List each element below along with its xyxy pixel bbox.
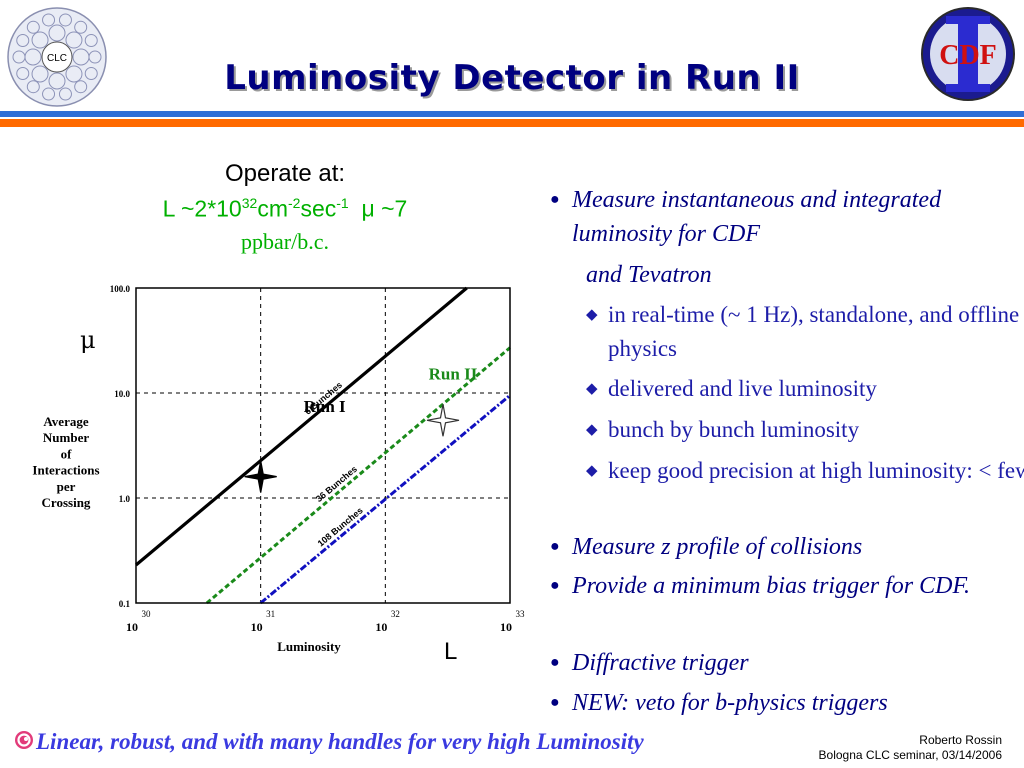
bullet-item: ● Measure instantaneous and integrated lu… bbox=[550, 183, 1024, 251]
sub-bullet-item: ◆ in real-time (~ 1 Hz), standalone, and … bbox=[550, 298, 1024, 366]
diamond-bullet-icon: ◆ bbox=[586, 422, 598, 438]
author-name: Roberto Rossin bbox=[919, 733, 1002, 747]
y-axis-label-line: of bbox=[61, 446, 73, 461]
x-tick-exponent: 33 bbox=[516, 609, 526, 619]
y-tick-label: 10.0 bbox=[114, 389, 130, 399]
operate-luminosity: L ~2*1032cm-2sec-1 μ ~7 bbox=[162, 195, 408, 222]
y-tick-label: 1.0 bbox=[119, 494, 131, 504]
series-line-3 bbox=[259, 394, 511, 605]
bullet-text: NEW: veto for b-physics triggers bbox=[572, 690, 888, 716]
x-tick-exponent: 32 bbox=[391, 609, 400, 619]
header-divider-blue bbox=[0, 111, 1024, 117]
run1-star-icon bbox=[244, 460, 277, 493]
y-tick-label: 0.1 bbox=[119, 599, 131, 609]
footer-statement: Linear, robust, and with many handles fo… bbox=[36, 729, 644, 754]
bullet-text: Measure z profile of collisions bbox=[572, 534, 863, 560]
bullet-dot-icon: ● bbox=[550, 191, 560, 208]
bullet-text: in real-time (~ 1 Hz), standalone, and o… bbox=[608, 302, 1024, 361]
header-divider-orange bbox=[0, 119, 1024, 127]
bullet-text: delivered and live luminosity bbox=[608, 376, 877, 401]
bullet-text: Measure instantaneous and integrated lum… bbox=[572, 187, 942, 247]
y-axis-label-line: per bbox=[57, 479, 76, 494]
bullet-continuation: and Tevatron bbox=[550, 258, 1024, 292]
x-tick-exponent: 30 bbox=[142, 609, 152, 619]
sub-bullet-item: ◆ delivered and live luminosity bbox=[550, 372, 1024, 406]
bullet-dot-icon: ● bbox=[550, 577, 560, 594]
cdf-logo-text: CDF bbox=[939, 40, 997, 71]
interactions-chart: 10301031103210330.11.010.0100.0Luminosit… bbox=[32, 284, 526, 654]
x-tick-exponent: 31 bbox=[266, 609, 275, 619]
page-title: Luminosity Detector in Run II bbox=[224, 58, 800, 98]
y-axis-label-line: Number bbox=[43, 430, 89, 445]
x-tick-label: 10 bbox=[500, 620, 512, 634]
bullet-item: ● Measure z profile of collisions bbox=[550, 530, 1024, 564]
series-line-2 bbox=[205, 346, 511, 605]
run2-star-icon bbox=[426, 404, 460, 437]
x-axis-label: Luminosity bbox=[277, 639, 341, 654]
diamond-bullet-icon: ◆ bbox=[586, 381, 598, 397]
diamond-bullet-icon: ◆ bbox=[586, 463, 598, 479]
seminar-info: Bologna CLC seminar, 03/14/2006 bbox=[818, 748, 1002, 762]
y-axis-label-line: Average bbox=[43, 414, 88, 429]
x-tick-label: 10 bbox=[126, 620, 138, 634]
l-axis-symbol: L bbox=[444, 638, 458, 665]
bullet-item: ● NEW: veto for b-physics triggers bbox=[550, 686, 1024, 720]
author-block: Roberto Rossin Bologna CLC seminar, 03/1… bbox=[790, 733, 1002, 763]
bullet-item: ● Diffractive trigger bbox=[550, 646, 1024, 680]
cdf-logo: CDF bbox=[921, 7, 1015, 101]
x-tick-label: 10 bbox=[251, 620, 263, 634]
bullet-text: and Tevatron bbox=[586, 262, 712, 288]
sub-bullet-item: ◆ bunch by bunch luminosity bbox=[550, 413, 1024, 447]
run1-label: Run I bbox=[304, 397, 346, 416]
diamond-bullet-icon: ◆ bbox=[586, 307, 598, 323]
plot-frame bbox=[135, 287, 511, 604]
y-axis-label-line: Interactions bbox=[32, 463, 99, 478]
clc-logo-text: CLC bbox=[47, 53, 67, 64]
y-axis-label-line: Crossing bbox=[42, 495, 91, 510]
run2-label: Run II bbox=[429, 364, 478, 383]
series-label: 108 Bunches bbox=[316, 505, 365, 548]
operate-label: Operate at: bbox=[224, 160, 346, 187]
swirl-icon bbox=[15, 731, 33, 749]
bullet-dot-icon: ● bbox=[550, 654, 560, 671]
bullet-dot-icon: ● bbox=[550, 694, 560, 711]
sub-bullet-item: ◆ keep good precision at high luminosity:… bbox=[550, 454, 1024, 488]
bullet-text: keep good precision at high luminosity: … bbox=[608, 458, 1024, 483]
x-tick-label: 10 bbox=[375, 620, 387, 634]
bullet-text: Provide a minimum bias trigger for CDF. bbox=[572, 573, 971, 599]
operate-ppbar: ppbar/b.c. bbox=[241, 229, 329, 254]
bullet-text: Diffractive trigger bbox=[572, 650, 749, 676]
y-tick-label: 100.0 bbox=[110, 284, 131, 294]
bullet-item: ● Provide a minimum bias trigger for CDF. bbox=[550, 569, 1024, 603]
series-line-1 bbox=[134, 286, 468, 567]
bullet-text: bunch by bunch luminosity bbox=[608, 417, 860, 442]
mu-axis-symbol: μ bbox=[80, 326, 96, 354]
clc-logo: CLC bbox=[7, 7, 107, 107]
bullet-dot-icon: ● bbox=[550, 538, 560, 555]
